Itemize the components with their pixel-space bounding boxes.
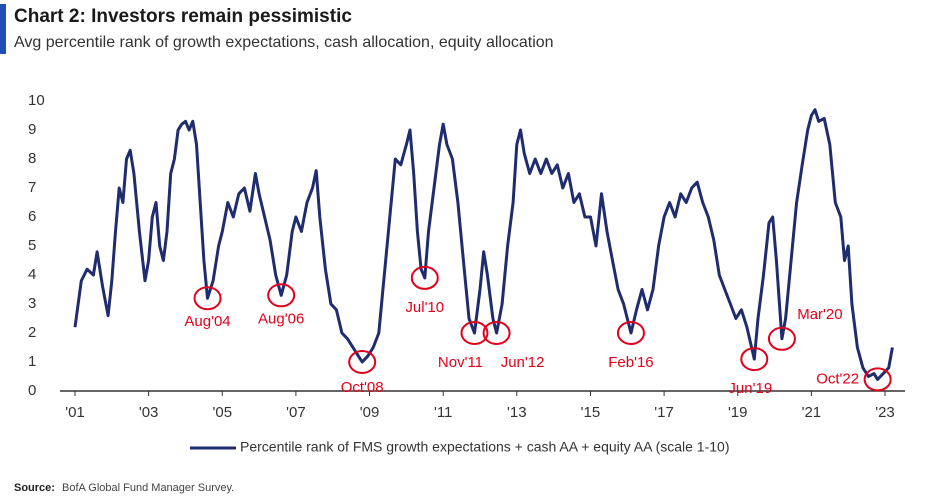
title-accent <box>0 4 6 54</box>
source-label: Source: <box>14 482 55 494</box>
y-tick-label: 4 <box>28 266 36 283</box>
annotation-circle <box>767 326 796 351</box>
chart-title: Chart 2: Investors remain pessimistic <box>14 6 352 27</box>
annotation-label: Feb'16 <box>608 354 653 371</box>
annotation-label: Jun'19 <box>728 380 772 397</box>
y-tick-label: 5 <box>28 237 36 254</box>
x-tick-label: '21 <box>802 404 822 421</box>
annotation-label: Aug'06 <box>258 310 304 327</box>
annotation-label: Aug'04 <box>184 313 230 330</box>
annotation-label: Jun'12 <box>501 354 545 371</box>
x-tick-label: '05 <box>212 404 232 421</box>
x-tick-label: '19 <box>728 404 748 421</box>
y-tick-label: 6 <box>28 208 36 225</box>
annotation-circle <box>482 321 511 345</box>
y-tick-label: 1 <box>28 353 36 370</box>
annotation-circle <box>460 321 489 345</box>
x-tick-label: '13 <box>507 404 527 421</box>
y-tick-label: 7 <box>28 179 36 196</box>
y-tick-label: 2 <box>28 324 36 341</box>
series-line <box>73 108 894 381</box>
x-tick-label: '23 <box>875 404 895 421</box>
x-tick-label: '15 <box>581 404 601 421</box>
legend-label: Percentile rank of FMS growth expectatio… <box>240 439 729 455</box>
y-tick-label: 3 <box>28 295 36 312</box>
annotation-circle <box>267 283 296 308</box>
x-tick-label: '09 <box>360 404 380 421</box>
annotation-label: Nov'11 <box>438 354 483 371</box>
annotation-circle <box>410 265 439 290</box>
y-tick-label: 0 <box>28 382 36 399</box>
x-tick-label: '17 <box>654 404 674 421</box>
x-tick-label: '01 <box>65 404 85 421</box>
annotation-label: Jul'10 <box>405 299 444 316</box>
x-tick-label: '07 <box>286 404 306 421</box>
y-tick-label: 8 <box>28 150 36 167</box>
chart-subtitle: Avg percentile rank of growth expectatio… <box>14 34 554 51</box>
x-tick-label: '11 <box>434 404 452 421</box>
annotation-circle <box>616 321 645 345</box>
annotation-circle <box>348 350 377 374</box>
source: BofA Global Fund Manager Survey. <box>62 482 234 494</box>
annotation-label: Oct'08 <box>341 379 384 396</box>
y-tick-label: 10 <box>28 92 45 109</box>
x-tick-label: '03 <box>139 404 159 421</box>
annotation-circle <box>863 367 892 392</box>
annotation-label: Oct'22 <box>816 370 859 387</box>
annotation-circle <box>193 286 222 311</box>
annotation-label: Mar'20 <box>797 306 842 323</box>
annotation-circle <box>740 347 769 372</box>
y-tick-label: 9 <box>28 121 36 138</box>
